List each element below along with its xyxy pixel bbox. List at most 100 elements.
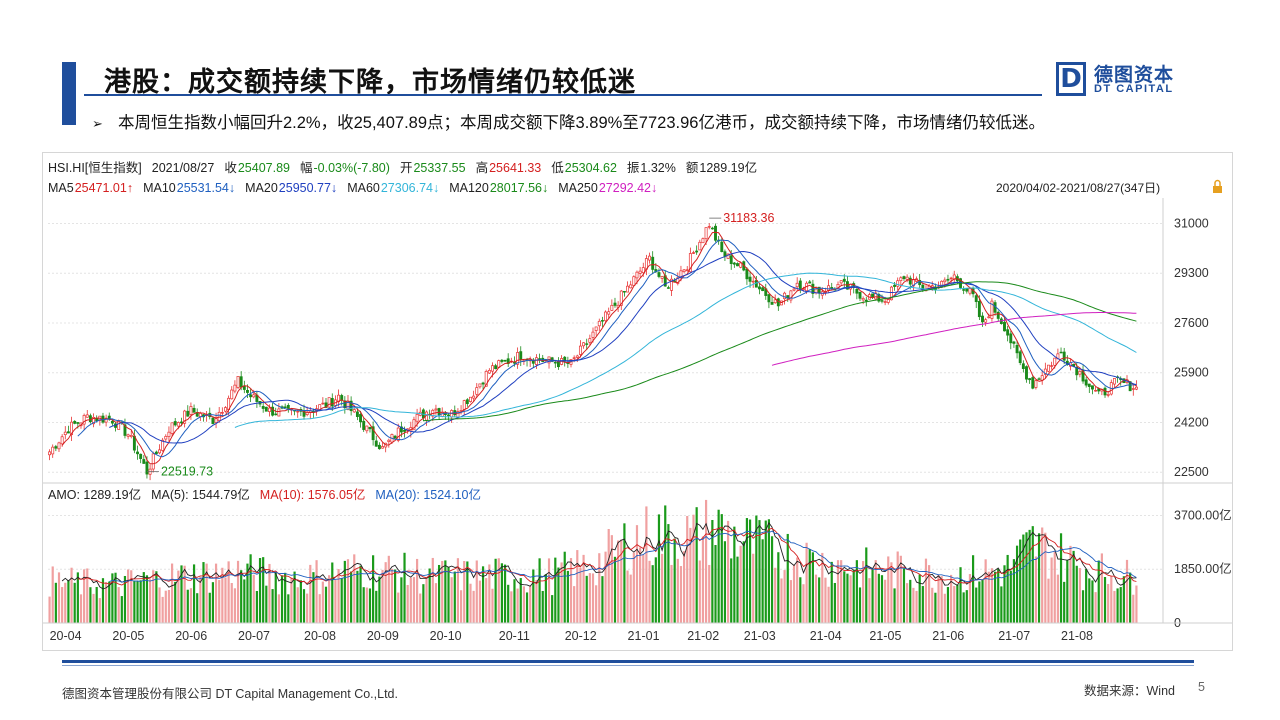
volume-bar bbox=[309, 564, 312, 623]
volume-bar bbox=[761, 539, 764, 623]
volume-bar bbox=[774, 567, 777, 623]
volume-bar bbox=[811, 552, 814, 623]
candle-body bbox=[158, 449, 161, 454]
volume-bar bbox=[604, 551, 607, 623]
volume-bar bbox=[855, 560, 858, 623]
candle-body bbox=[1091, 385, 1094, 390]
volume-bar bbox=[218, 580, 221, 623]
candle-body bbox=[556, 361, 560, 368]
ma-legend-item-10: MA250 bbox=[558, 181, 598, 195]
x-tick-label: 20-08 bbox=[304, 629, 336, 643]
ma-line-ma10 bbox=[77, 239, 1137, 458]
volume-bar bbox=[560, 562, 563, 623]
volume-bar bbox=[183, 565, 186, 623]
candle-body bbox=[217, 411, 221, 421]
volume-bar bbox=[353, 554, 356, 623]
volume-bar bbox=[503, 564, 507, 623]
ma-legend-item-9: 28017.56↓ bbox=[490, 181, 548, 195]
candle-body bbox=[732, 262, 736, 265]
volume-bar bbox=[915, 590, 918, 623]
candle-body bbox=[776, 298, 780, 307]
volume-bar bbox=[76, 572, 79, 623]
volume-bar bbox=[544, 574, 547, 623]
x-tick-label: 20-04 bbox=[50, 629, 82, 643]
candle-body bbox=[695, 250, 699, 253]
volume-bar bbox=[406, 584, 409, 623]
candle-body bbox=[1081, 370, 1085, 382]
candle-body bbox=[465, 399, 469, 405]
candle-body bbox=[651, 256, 655, 270]
y-tick-label: 29300 bbox=[1174, 266, 1209, 280]
volume-bar bbox=[1072, 550, 1075, 623]
volume-bar bbox=[654, 557, 657, 623]
candle-body bbox=[189, 406, 193, 415]
volume-bar bbox=[695, 507, 698, 623]
candle-body bbox=[192, 407, 196, 413]
volume-bar bbox=[459, 590, 463, 623]
candle-body bbox=[1084, 379, 1088, 386]
volume-bar bbox=[582, 554, 585, 623]
volume-legend: AMO: 1289.19亿 MA(5): 1544.79亿 MA(10): 1576… bbox=[48, 487, 481, 502]
candle-body bbox=[883, 301, 887, 303]
candle-body bbox=[85, 414, 89, 418]
candle-body bbox=[676, 277, 680, 284]
candle-body bbox=[808, 281, 812, 284]
candle-body bbox=[393, 435, 397, 439]
candle-body bbox=[688, 253, 692, 273]
volume-bar bbox=[937, 575, 940, 623]
lock-icon[interactable] bbox=[1213, 179, 1222, 194]
header-item-7: 25337.55 bbox=[413, 161, 465, 175]
volume-bar bbox=[865, 547, 868, 623]
candle-body bbox=[154, 451, 158, 455]
candle-body bbox=[585, 343, 589, 345]
volume-bar bbox=[752, 553, 755, 623]
volume-bar bbox=[350, 571, 353, 623]
volume-bar bbox=[613, 556, 617, 623]
candle-body bbox=[594, 326, 598, 331]
volume-bar bbox=[871, 568, 874, 623]
volume-bar bbox=[770, 536, 774, 623]
volume-bar bbox=[208, 592, 211, 623]
volume-bar bbox=[403, 552, 406, 623]
volume-bar bbox=[1006, 554, 1009, 623]
volume-ma-lines bbox=[61, 522, 1137, 590]
candle-body bbox=[214, 418, 218, 423]
volume-bar bbox=[431, 557, 434, 623]
volume-bar bbox=[101, 578, 105, 623]
volume-bar bbox=[714, 545, 717, 623]
candle-body bbox=[337, 394, 341, 403]
volume-bar bbox=[887, 556, 890, 623]
volume-bar bbox=[874, 560, 877, 623]
volume-bar bbox=[155, 571, 158, 623]
volume-bar bbox=[186, 589, 189, 623]
volume-bar bbox=[105, 582, 108, 623]
volume-bar bbox=[748, 519, 752, 623]
volume-bar bbox=[1116, 588, 1119, 623]
volume-y-tick-label: 3700.00亿 bbox=[1174, 507, 1232, 522]
candle-body bbox=[484, 370, 488, 387]
volume-bar bbox=[924, 558, 928, 623]
volume-bar bbox=[529, 585, 532, 623]
candle-body bbox=[359, 414, 362, 423]
candle-body bbox=[622, 290, 626, 293]
header-item-13: 1.32% bbox=[640, 161, 675, 175]
volume-bar bbox=[70, 567, 73, 623]
volume-bar bbox=[610, 535, 613, 623]
chart-header: HSI.HI[恒生指数] 2021/08/27 收 25407.89 幅 -0.03%(-… bbox=[48, 160, 757, 175]
candle-body bbox=[861, 298, 865, 301]
volume-bar bbox=[365, 587, 368, 623]
volume-bar bbox=[230, 583, 233, 623]
volume-bar bbox=[340, 578, 343, 623]
volume-bar bbox=[880, 575, 884, 623]
candle-body bbox=[864, 299, 868, 302]
volume-bar bbox=[1025, 532, 1028, 623]
volume-bar bbox=[893, 588, 896, 623]
volume-ma-line bbox=[109, 530, 1137, 583]
volume-bar bbox=[764, 520, 767, 623]
volume-bar bbox=[639, 547, 642, 623]
volume-bar bbox=[394, 569, 397, 623]
candle-body bbox=[252, 394, 256, 398]
volume-bar bbox=[145, 575, 149, 623]
volume-bar bbox=[312, 572, 315, 623]
volume-bar bbox=[698, 560, 701, 623]
